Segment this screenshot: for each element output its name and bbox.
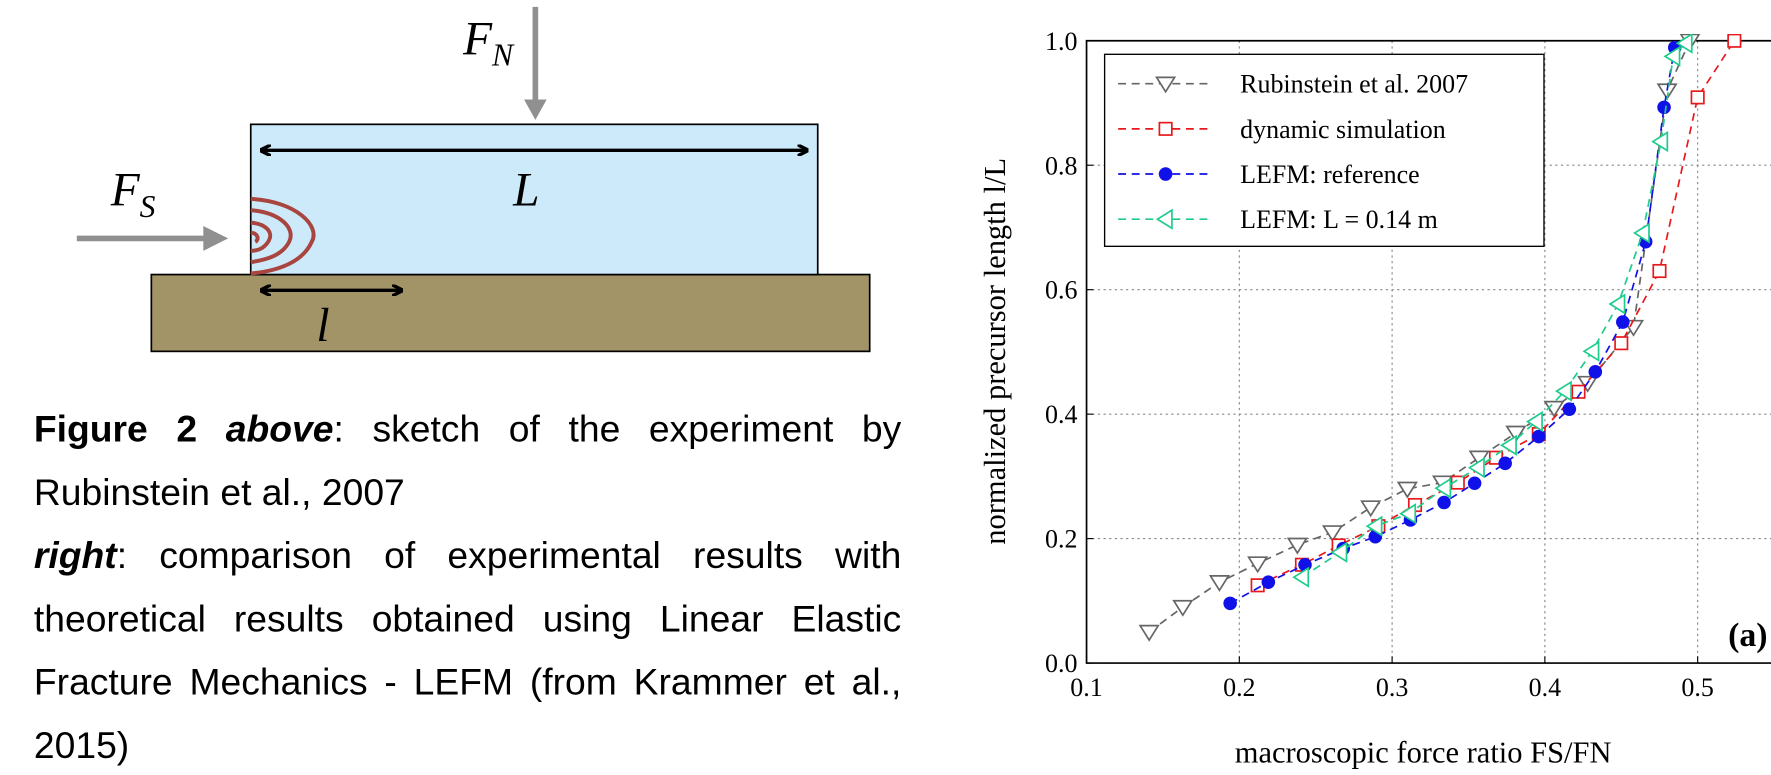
precursor-label: l xyxy=(316,300,329,352)
legend-label: dynamic simulation xyxy=(1240,115,1446,144)
normal-force-head xyxy=(524,99,547,119)
length-label: L xyxy=(512,165,539,217)
marker xyxy=(1502,436,1516,454)
sketch: FN FS L l xyxy=(77,7,870,352)
marker xyxy=(1616,315,1630,329)
y-tick-label: 0.6 xyxy=(1045,276,1077,305)
page: FN FS L l Figure 2 above: sketch of the … xyxy=(0,0,1771,775)
marker xyxy=(1563,402,1577,416)
marker xyxy=(1437,496,1451,510)
caption-paragraph: right: comparison of experimental result… xyxy=(34,524,901,775)
caption: Figure 2 above: sketch of the experiment… xyxy=(34,398,901,775)
marker xyxy=(1223,597,1237,611)
marker xyxy=(1159,167,1173,181)
marker xyxy=(1468,476,1482,490)
marker xyxy=(1159,123,1171,135)
panel-label: (a) xyxy=(1728,617,1768,654)
legend-label: Rubinstein et al. 2007 xyxy=(1240,70,1468,99)
y-tick-label: 1.0 xyxy=(1045,27,1077,56)
marker xyxy=(1728,35,1740,47)
shear-force-head xyxy=(203,226,228,251)
y-tick-label: 0.2 xyxy=(1045,525,1077,554)
x-tick-label: 0.1 xyxy=(1070,673,1102,702)
y-tick-label: 0.4 xyxy=(1045,400,1077,429)
caption-paragraph: Figure 2 above: sketch of the experiment… xyxy=(34,398,901,524)
x-tick-label: 0.2 xyxy=(1223,673,1255,702)
marker xyxy=(1610,295,1624,313)
caption-text: right xyxy=(34,534,117,576)
marker xyxy=(1210,576,1228,590)
x-axis-label: macroscopic force ratio FS/FN xyxy=(1235,735,1612,769)
marker xyxy=(1589,365,1603,379)
marker xyxy=(1584,342,1598,360)
x-tick-label: 0.4 xyxy=(1529,673,1561,702)
x-tick-label: 0.5 xyxy=(1681,673,1713,702)
marker xyxy=(1249,557,1267,571)
legend-label: LEFM: L = 0.14 m xyxy=(1240,205,1438,234)
legend-label: LEFM: reference xyxy=(1240,160,1420,189)
y-tick-label: 0.8 xyxy=(1045,151,1077,180)
marker xyxy=(1140,626,1158,640)
marker xyxy=(1691,91,1703,103)
substrate xyxy=(151,275,869,352)
y-axis-label: normalized precursor length l/L xyxy=(978,158,1012,545)
caption-text: above xyxy=(226,408,334,450)
caption-text: : comparison of experimental results wit… xyxy=(34,534,901,766)
marker xyxy=(1398,483,1416,497)
marker xyxy=(1174,601,1192,615)
marker xyxy=(1262,575,1276,589)
marker xyxy=(1615,337,1627,349)
marker xyxy=(1362,501,1380,515)
marker xyxy=(1653,265,1665,277)
normal-force-label: FN xyxy=(462,13,515,72)
marker xyxy=(1532,430,1546,444)
figure: FN FS L l Figure 2 above: sketch of the … xyxy=(0,0,1771,775)
marker xyxy=(1498,457,1512,471)
caption-box: Figure 2 above: sketch of the experiment… xyxy=(34,398,901,775)
marker xyxy=(1288,539,1306,553)
marker xyxy=(1323,526,1341,540)
marker xyxy=(1657,101,1671,115)
caption-text: Figure 2 xyxy=(34,408,226,450)
shear-force-label: FS xyxy=(110,165,156,224)
x-tick-label: 0.3 xyxy=(1376,673,1408,702)
